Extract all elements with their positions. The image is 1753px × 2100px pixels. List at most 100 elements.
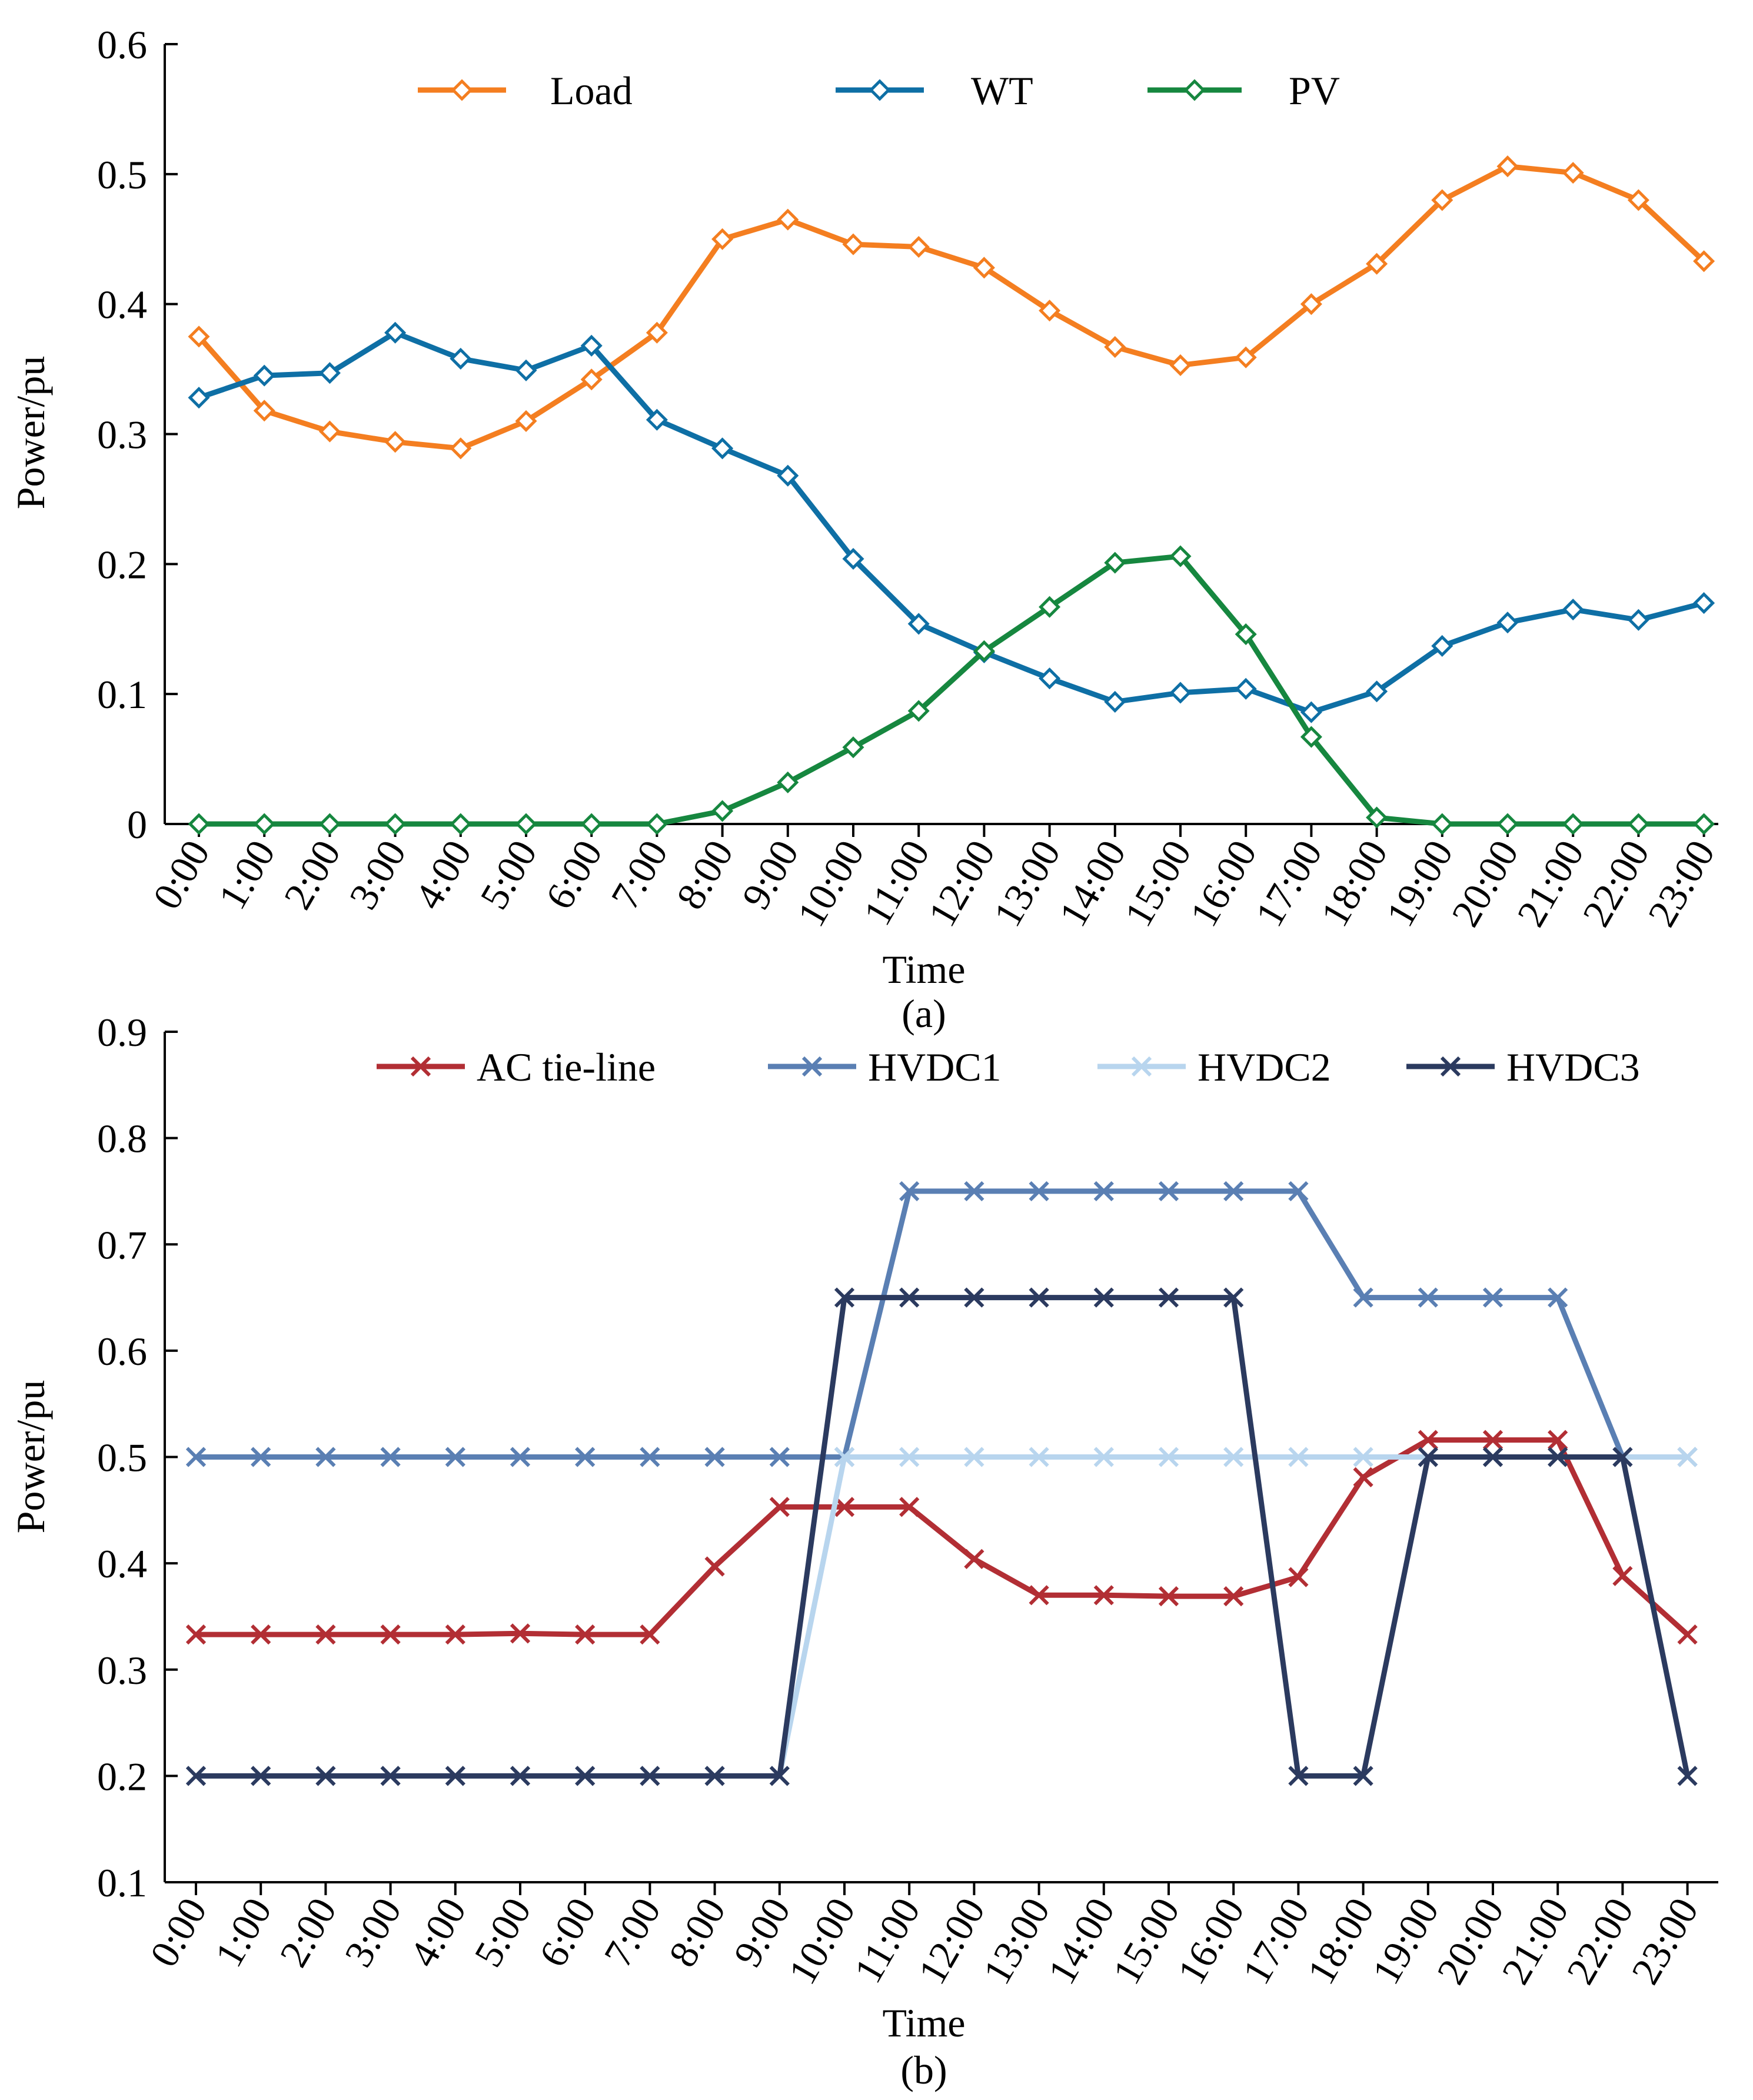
x-tick-label: 23:00 xyxy=(1622,1890,1707,1992)
data-point xyxy=(1677,1447,1698,1467)
x-tick-label: 5:00 xyxy=(465,1890,540,1975)
y-tick-label: 0.8 xyxy=(97,1117,147,1161)
data-point xyxy=(445,1766,465,1786)
y-tick-label: 0.9 xyxy=(97,1010,147,1055)
data-point xyxy=(318,420,341,443)
data-point xyxy=(1418,1430,1438,1450)
y-tick-label: 0.5 xyxy=(97,152,147,197)
data-point xyxy=(1562,162,1584,184)
x-axis-title: Time xyxy=(882,2001,965,2045)
data-point xyxy=(315,1624,336,1645)
x-tick-label: 22:00 xyxy=(1558,1890,1642,1992)
legend-label: HVDC3 xyxy=(1506,1045,1640,1089)
y-tick-label: 0.1 xyxy=(97,1860,147,1905)
data-point xyxy=(899,1447,920,1467)
data-point xyxy=(1093,1287,1114,1308)
data-point xyxy=(769,1447,790,1467)
data-point xyxy=(1039,667,1061,690)
data-point xyxy=(1482,1447,1503,1467)
data-point xyxy=(185,1766,207,1786)
data-point xyxy=(834,1447,855,1467)
data-point xyxy=(711,800,734,822)
data-point xyxy=(964,1287,984,1308)
data-point xyxy=(515,410,537,432)
chart-caption: (a) xyxy=(902,991,946,1036)
y-tick-label: 0.1 xyxy=(97,672,147,717)
x-tick-label: 10:00 xyxy=(780,1890,864,1992)
data-point xyxy=(1353,1766,1373,1786)
data-point xyxy=(1693,813,1715,835)
data-point xyxy=(1169,545,1192,567)
x-tick-label: 4:00 xyxy=(401,1890,475,1975)
data-point xyxy=(380,1766,401,1786)
data-point xyxy=(450,437,472,460)
x-tick-label: 18:00 xyxy=(1312,833,1396,934)
data-point xyxy=(973,257,995,279)
x-tick-label: 7:00 xyxy=(602,833,676,917)
data-point xyxy=(318,362,341,384)
data-point xyxy=(1093,1447,1114,1467)
data-point xyxy=(1627,189,1649,211)
x-tick-label: 2:00 xyxy=(275,833,349,917)
y-tick-label: 0.3 xyxy=(97,413,147,457)
data-point xyxy=(1677,1624,1698,1645)
data-point xyxy=(640,1766,660,1786)
data-point xyxy=(1353,1447,1373,1467)
data-point xyxy=(380,1624,401,1645)
data-point xyxy=(1039,596,1061,618)
data-point xyxy=(1158,1181,1179,1202)
data-point xyxy=(842,736,864,759)
data-point xyxy=(515,813,537,835)
data-point xyxy=(1353,1287,1373,1308)
data-point xyxy=(1169,682,1192,704)
x-tick-label: 14:00 xyxy=(1039,1890,1123,1992)
x-axis-title: Time xyxy=(882,947,965,992)
data-point xyxy=(1288,1447,1309,1467)
data-point xyxy=(899,1287,920,1308)
x-tick-label: 8:00 xyxy=(667,833,741,917)
data-point xyxy=(384,321,407,344)
data-point xyxy=(1496,612,1519,634)
legend-marker xyxy=(1440,1056,1461,1077)
data-point xyxy=(253,400,275,422)
x-tick-label: 22:00 xyxy=(1574,833,1658,934)
x-tick-label: 23:00 xyxy=(1639,833,1723,934)
legend-label: WT xyxy=(971,68,1033,113)
data-point xyxy=(515,359,537,381)
x-tick-label: 11:00 xyxy=(854,833,938,933)
data-point xyxy=(450,813,472,835)
data-point xyxy=(1627,813,1649,835)
series-line-hvdc3 xyxy=(193,1295,1691,1779)
x-tick-label: 13:00 xyxy=(984,833,1069,934)
data-point xyxy=(646,321,668,344)
data-point xyxy=(1029,1181,1049,1202)
data-point xyxy=(445,1447,465,1467)
data-point xyxy=(1039,300,1061,322)
legend-label: Load xyxy=(550,68,633,113)
x-tick-label: 17:00 xyxy=(1246,833,1330,934)
data-point xyxy=(1288,1766,1309,1786)
x-tick-label: 6:00 xyxy=(537,833,611,917)
data-point xyxy=(1431,634,1453,657)
data-point xyxy=(834,1497,855,1517)
data-point xyxy=(575,1624,596,1645)
data-point xyxy=(580,334,603,357)
data-point xyxy=(1548,1287,1568,1308)
x-tick-label: 1:00 xyxy=(209,833,284,917)
x-tick-label: 11:00 xyxy=(845,1890,929,1991)
data-point xyxy=(907,235,930,258)
data-point xyxy=(580,813,603,835)
data-point xyxy=(1223,1287,1244,1308)
x-tick-label: 10:00 xyxy=(789,833,873,934)
data-point xyxy=(185,1447,207,1467)
data-point xyxy=(1418,1447,1438,1467)
legend-label: HVDC2 xyxy=(1198,1045,1331,1089)
x-tick-label: 15:00 xyxy=(1116,833,1200,934)
data-point xyxy=(1418,1287,1438,1308)
data-point xyxy=(973,640,995,662)
data-point xyxy=(711,228,734,250)
series-line-wt xyxy=(196,330,1707,715)
x-tick-label: 0:00 xyxy=(144,833,218,917)
data-point xyxy=(964,1549,984,1570)
